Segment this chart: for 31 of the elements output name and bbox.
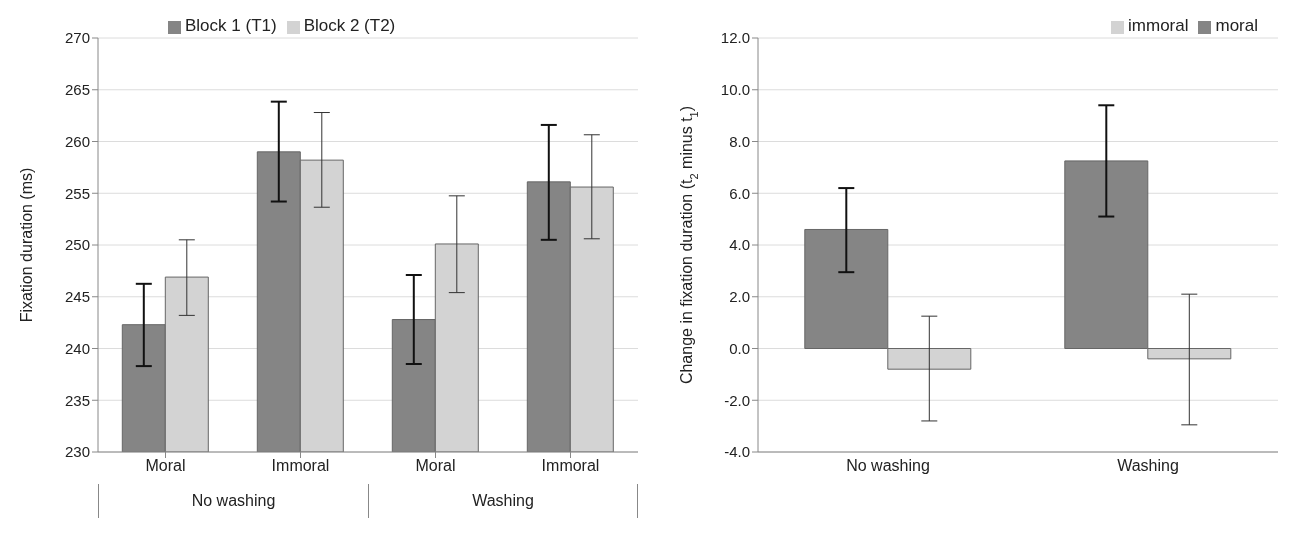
- y-tick-label: -2.0: [724, 391, 750, 409]
- y-axis-title: Fixation duration (ms): [18, 167, 35, 323]
- y-tick-label: 2.0: [729, 288, 750, 306]
- y-tick-label: 10.0: [720, 81, 750, 99]
- x-tick-label: Moral: [415, 457, 456, 475]
- x-tick-label: Moral: [145, 457, 186, 475]
- x-tick-label: Immoral: [271, 457, 330, 475]
- y-tick-label: 0.0: [729, 339, 750, 357]
- text: No washing: [98, 484, 368, 518]
- x-tick-label: No washing: [846, 457, 930, 475]
- y-tick-label: -4.0: [724, 443, 750, 461]
- x-tick-label: Washing: [1117, 457, 1179, 475]
- y-tick-label: 265: [64, 81, 90, 99]
- y-tick-label: 255: [64, 184, 90, 202]
- legend-label: Block 2 (T2): [303, 16, 396, 35]
- y-tick-label: 12.0: [720, 29, 750, 47]
- y-tick-label: 240: [64, 339, 90, 357]
- y-tick-label: 250: [64, 236, 90, 254]
- legend-label: Block 1 (T1): [185, 16, 277, 35]
- y-tick-label: 4.0: [729, 236, 750, 254]
- legend-label: immoral: [1128, 16, 1189, 35]
- y-tick-label: 230: [64, 443, 90, 461]
- text: Washing: [368, 484, 638, 518]
- y-tick-label: 270: [64, 29, 90, 47]
- y-tick-label: 260: [64, 132, 90, 150]
- legend-label: moral: [1215, 16, 1258, 35]
- y-tick-label: 235: [64, 391, 90, 409]
- y-tick-label: 6.0: [729, 184, 750, 202]
- y-tick-label: 245: [64, 288, 90, 306]
- x-tick-label: Immoral: [541, 457, 600, 475]
- y-tick-label: 8.0: [729, 132, 750, 150]
